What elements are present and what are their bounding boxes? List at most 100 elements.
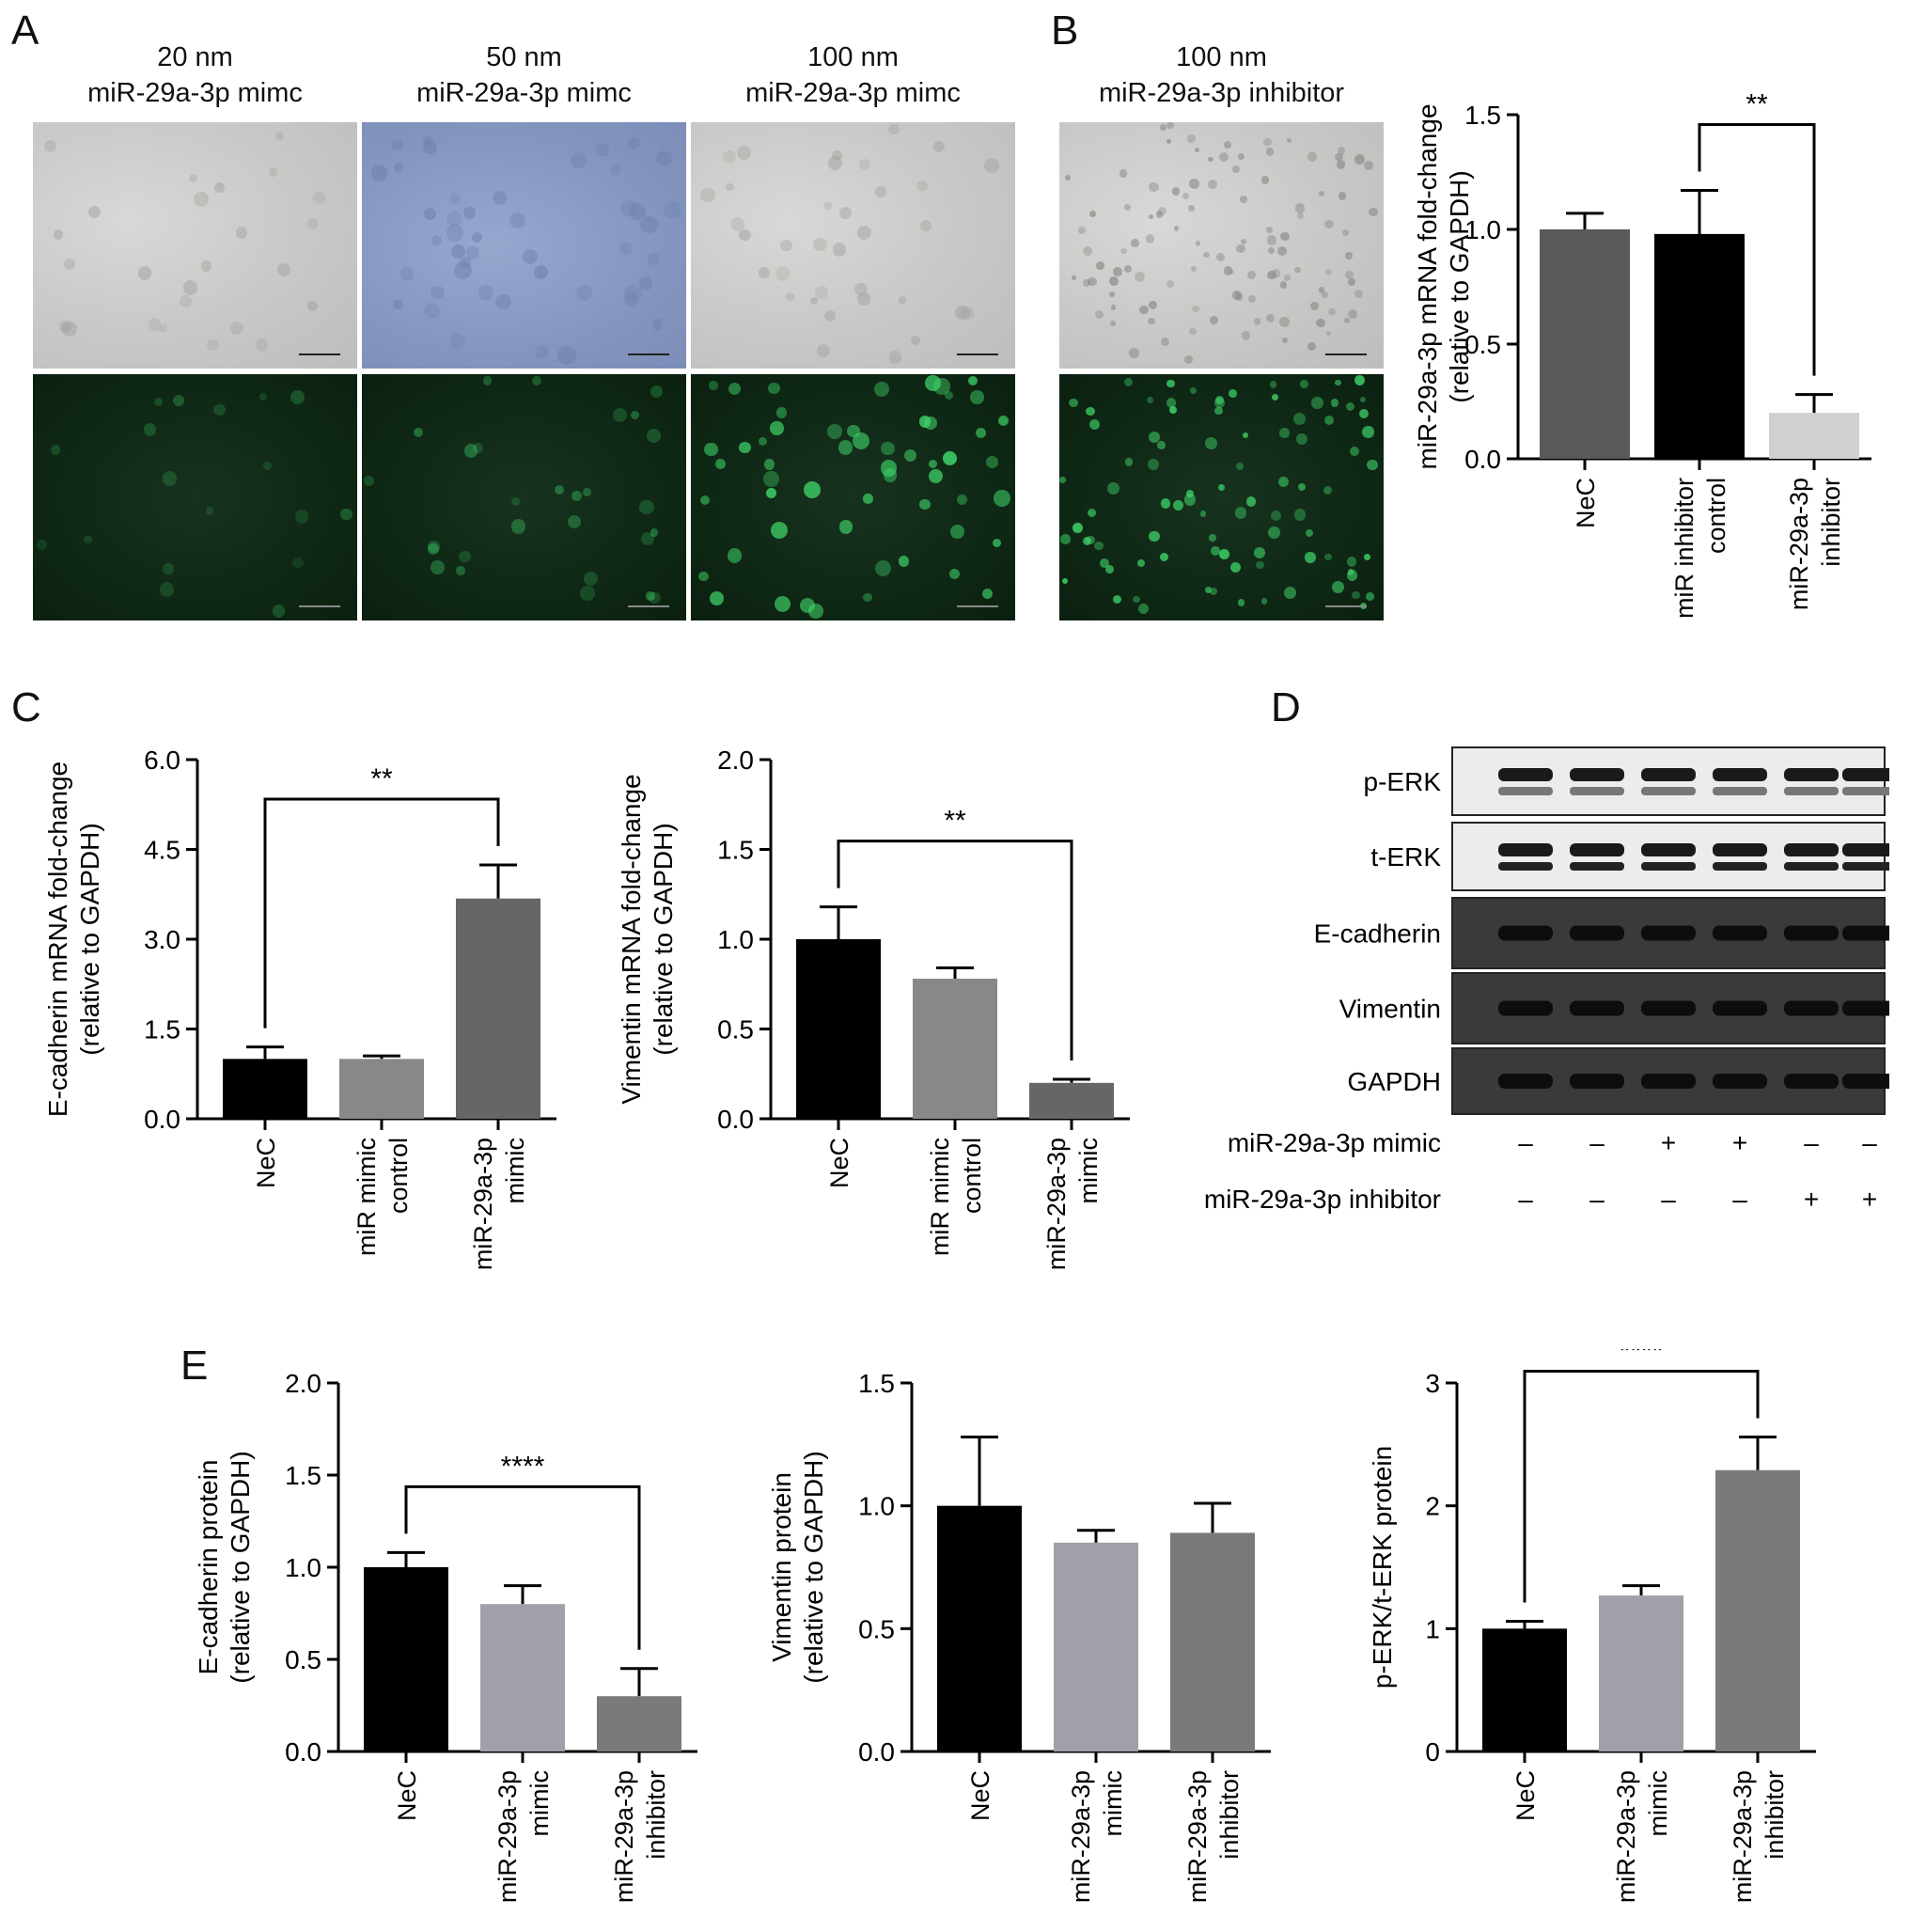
y-tick-label: 1.0 [717, 925, 754, 954]
blot-condition-mark: – [1518, 1185, 1533, 1214]
cell-mark [775, 266, 791, 281]
cell-mark [1183, 354, 1194, 365]
y-tick-label: 1.0 [858, 1492, 895, 1521]
cell-mark [1349, 446, 1360, 457]
cell-mark [1278, 476, 1290, 487]
cell-mark [1344, 270, 1354, 280]
cell-mark [1271, 510, 1282, 522]
cell-mark [1123, 377, 1133, 387]
cell-mark [1099, 558, 1110, 569]
cell-mark [43, 140, 56, 152]
cell-mark [1354, 289, 1364, 299]
cell-mark [1192, 305, 1199, 313]
cell-mark [1236, 243, 1245, 254]
cell-mark [482, 376, 493, 385]
cell-mark [430, 285, 445, 300]
cell-mark [472, 443, 484, 454]
blot-band [1784, 925, 1839, 941]
cell-mark [823, 201, 832, 210]
cell-mark [207, 338, 220, 352]
cell-mark [1241, 239, 1247, 245]
y-axis-label: (relative to GAPDH) [226, 1451, 255, 1683]
cell-mark [1166, 379, 1175, 388]
cell-mark [1345, 252, 1354, 259]
cell-mark [1110, 321, 1117, 327]
cell-mark [775, 596, 791, 613]
cell-mark [1108, 276, 1119, 286]
cell-mark [1240, 196, 1247, 203]
title-line: miR-29a-3p mimc [416, 78, 632, 108]
y-axis-label: (relative to GAPDH) [799, 1451, 828, 1683]
category-label: mimic [1074, 1138, 1103, 1203]
y-tick-label: 2 [1425, 1492, 1440, 1521]
cell-mark [827, 155, 842, 170]
cell-mark [651, 319, 663, 330]
cell-mark [1095, 309, 1104, 320]
cell-mark [1157, 441, 1166, 449]
blot-band [1842, 787, 1897, 795]
category-label: miR-29a-3p [1042, 1138, 1071, 1270]
cell-mark [294, 510, 309, 524]
cell-mark [838, 439, 853, 455]
category-label: inhibitor [1761, 1770, 1789, 1860]
cell-mark [1129, 348, 1139, 358]
cell-mark [650, 385, 664, 398]
cell-mark [427, 543, 439, 556]
blot-band [1842, 1074, 1897, 1089]
cell-mark [832, 243, 847, 257]
cell-mark [399, 267, 414, 281]
cell-mark [715, 459, 726, 470]
cell-mark [1166, 139, 1172, 145]
cell-mark [463, 207, 476, 219]
blot-band-label: E-cadherin [1314, 919, 1441, 949]
blot-band [1570, 768, 1624, 781]
significance-label: **** [1620, 1349, 1664, 1366]
cell-mark [853, 432, 870, 450]
cell-mark [137, 266, 152, 280]
cell-mark [596, 143, 609, 157]
cell-mark [1324, 416, 1335, 426]
cell-mark [975, 427, 987, 439]
fluorescence-image-20nm [33, 374, 357, 620]
cell-mark [1215, 252, 1225, 261]
cell-mark [428, 540, 440, 553]
cell-mark [1345, 401, 1355, 412]
scale-bar [1325, 353, 1367, 355]
scale-bar [628, 353, 669, 355]
blot-condition-mark: – [1518, 1128, 1533, 1157]
cell-mark [37, 540, 47, 550]
brightfield-image-20nm [33, 122, 357, 369]
bar [1599, 1595, 1683, 1751]
cell-mark [722, 149, 736, 164]
cell-mark [758, 436, 768, 447]
blot-band [1842, 843, 1897, 856]
cell-mark [188, 173, 198, 183]
panel-label-d: D [1271, 684, 1301, 730]
blot-band [1498, 1000, 1553, 1016]
cell-mark [1171, 187, 1181, 196]
cell-mark [1332, 581, 1345, 594]
cell-mark [1071, 275, 1077, 281]
western-blot: p-ERK t-ERK E-cadherin Vimentin GAPDH miR-29a… [1156, 738, 1897, 1217]
cell-mark [910, 335, 920, 346]
brightfield-image-100nm [691, 122, 1015, 369]
cell-mark [446, 224, 464, 242]
y-tick-label: 1 [1425, 1614, 1440, 1643]
cell-mark [1082, 278, 1090, 288]
chart-b-mirna-fold-change: 0.0 0.5 1.0 1.5 miR-29a-3p mRNA fold-change(… [1415, 89, 1871, 619]
cell-mark [148, 317, 162, 331]
cell-mark [1120, 247, 1127, 254]
cell-mark [933, 140, 946, 152]
blot-band [1641, 843, 1696, 856]
cell-mark [737, 146, 752, 161]
y-axis-label: E-cadherin protein [197, 1460, 223, 1675]
cell-mark [1172, 499, 1184, 511]
cell-mark [1279, 317, 1291, 328]
cell-mark [663, 200, 682, 220]
blot-band [1641, 925, 1696, 941]
blot-band [1498, 925, 1553, 941]
category-label: mimic [1099, 1770, 1127, 1836]
bar [1054, 1542, 1138, 1751]
category-label: miR-29a-3p [610, 1770, 638, 1903]
cell-mark [205, 507, 214, 515]
